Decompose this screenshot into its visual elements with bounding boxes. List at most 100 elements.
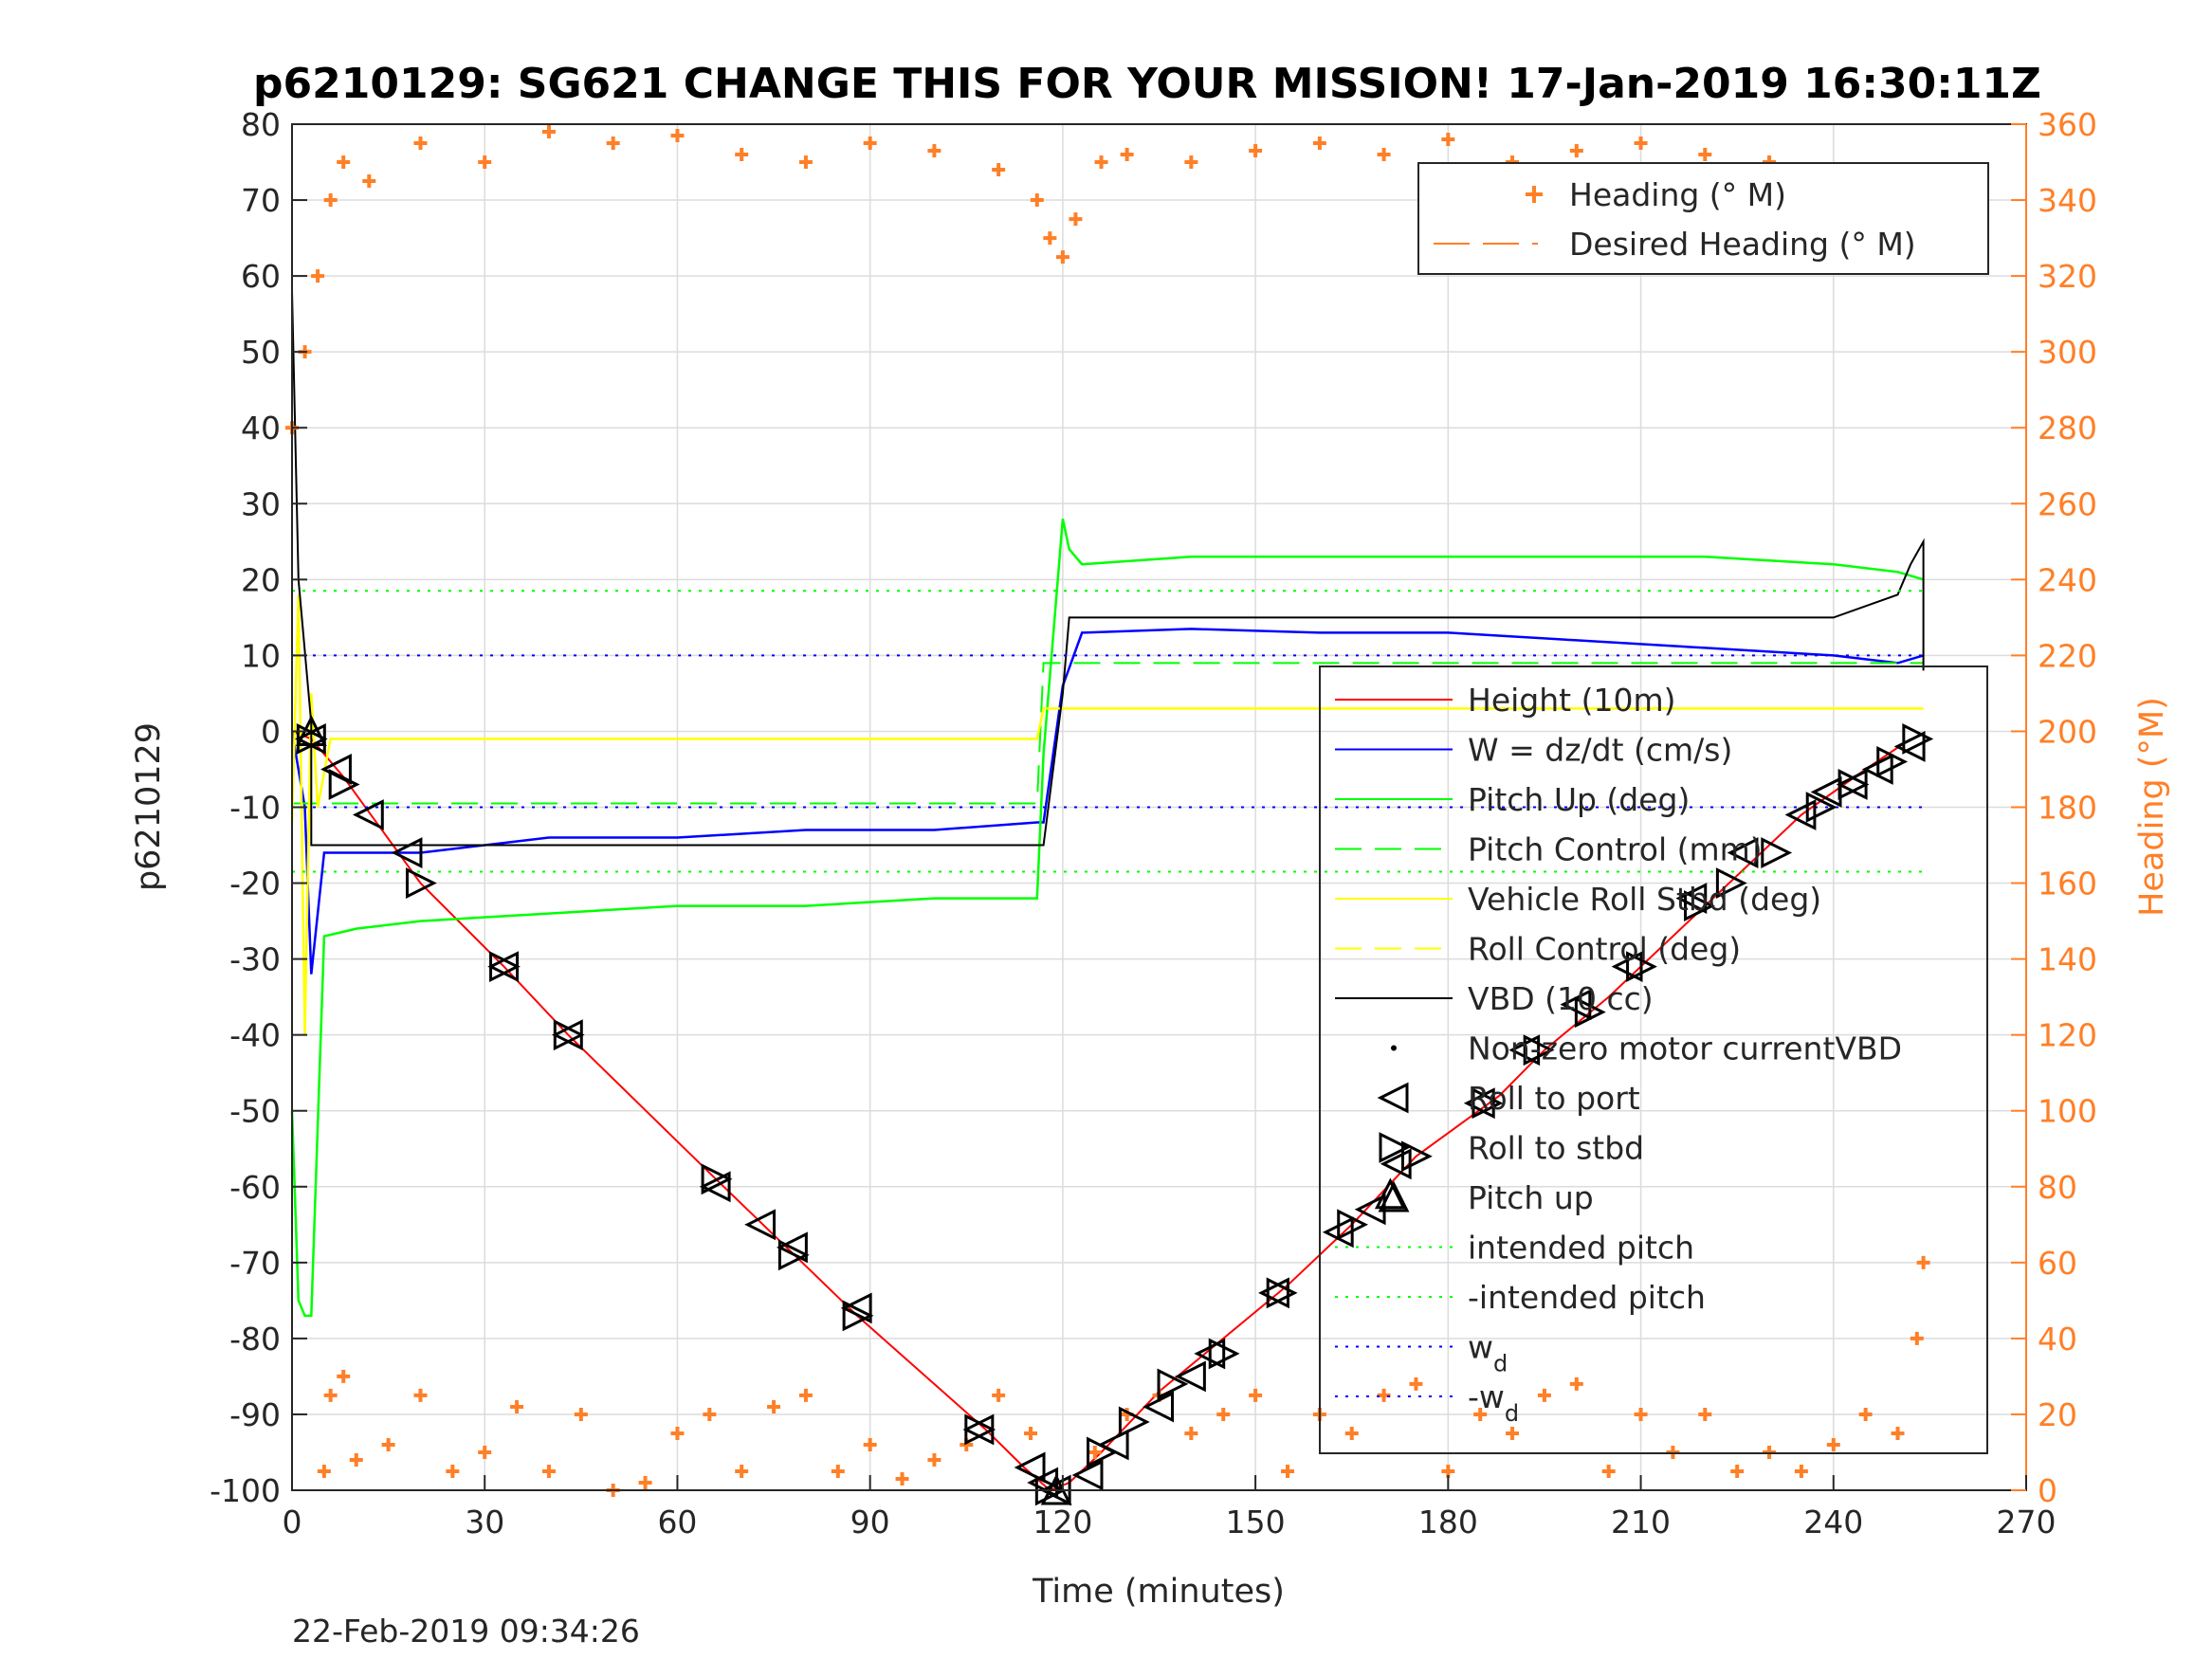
heading-point — [927, 144, 941, 158]
heading-point — [735, 148, 749, 162]
x-tick-label: 120 — [1033, 1504, 1092, 1540]
heading-point — [323, 1388, 338, 1402]
heading-point — [767, 1399, 781, 1413]
heading-point — [1569, 1376, 1583, 1391]
y-tick-label-left: -30 — [229, 941, 281, 978]
x-tick-label: 210 — [1611, 1504, 1671, 1540]
roll-to-port-marker — [699, 1171, 731, 1203]
roll-to-stbd-marker — [777, 1239, 810, 1271]
series-line-vbd-10-cc- — [291, 291, 1925, 847]
y-axis-label-right: Heading (°M) — [2133, 697, 2171, 917]
y-tick-label-left: 50 — [241, 334, 281, 371]
x-tick-label: 240 — [1803, 1504, 1863, 1540]
heading-point — [638, 1475, 652, 1489]
heading-point — [1216, 1407, 1231, 1421]
legend-sample-triangle — [1378, 1180, 1410, 1212]
heading-point — [1069, 212, 1083, 227]
roll-to-stbd-marker — [1472, 1087, 1504, 1120]
roll-to-port-marker — [1014, 1451, 1046, 1484]
x-tick-label: 180 — [1418, 1504, 1478, 1540]
legend-entry-label: VBD (10 cc) — [1468, 980, 1654, 1017]
heading-point — [1441, 133, 1455, 147]
heading-point — [574, 1407, 588, 1421]
y-tick-label-right: 280 — [2038, 410, 2097, 447]
roll-to-stbd-marker — [1761, 837, 1793, 868]
y-tick-label-right: 80 — [2038, 1169, 2077, 1206]
roll-to-port-marker — [744, 1209, 777, 1241]
roll-to-stbd-marker — [1837, 769, 1870, 800]
roll-to-stbd-marker — [1876, 746, 1909, 777]
y-tick-label-right: 320 — [2038, 258, 2097, 295]
legend-entry-subscript: d — [1505, 1400, 1519, 1427]
roll-to-port-marker — [1675, 883, 1708, 914]
y-tick-label-left: 70 — [241, 182, 281, 219]
roll-to-stbd-marker — [964, 1413, 996, 1446]
roll-to-port-marker — [391, 837, 423, 868]
legend-entry-label: Pitch Up (deg) — [1468, 781, 1690, 818]
legend-entry-label: Vehicle Roll Stbd (deg) — [1468, 881, 1821, 918]
roll-to-stbd-marker — [553, 1019, 585, 1051]
roll-to-port-marker — [352, 799, 384, 830]
y-tick-label-right: 240 — [2038, 561, 2097, 598]
axis-ticks: 0 30 60 90 120 150 180 210 240 270-100-90-80-70-6… — [210, 106, 2097, 1540]
heading-point — [1088, 1445, 1102, 1459]
roll-to-stbd-marker — [1157, 1368, 1189, 1400]
x-tick-label: 30 — [465, 1504, 504, 1540]
heading-point — [478, 1445, 492, 1459]
heading-point — [1537, 1388, 1551, 1402]
heading-point — [798, 1388, 813, 1402]
legend-entry-label: Roll to stbd — [1468, 1130, 1644, 1167]
heading-point — [1377, 148, 1391, 162]
y-tick-label-right: 120 — [2038, 1017, 2097, 1054]
heading-point — [478, 155, 492, 170]
heading-point — [1312, 137, 1326, 151]
roll-to-stbd-marker — [1118, 1406, 1150, 1438]
y-tick-label-right: 340 — [2038, 182, 2097, 219]
heading-point — [362, 174, 376, 189]
roll-to-stbd-marker — [842, 1300, 874, 1332]
heading-point — [927, 1452, 941, 1467]
pitch-up-marker — [1374, 1177, 1406, 1210]
roll-to-stbd-marker — [1337, 1209, 1369, 1241]
roll-to-port-marker — [1258, 1277, 1289, 1309]
roll-to-stbd-marker — [1523, 1034, 1555, 1066]
y-tick-label-left: -10 — [229, 790, 281, 827]
legend-main: Height (10m) W = dz/dt (cm/s) Pitch Up (de… — [1319, 665, 1988, 1454]
y-tick-label-right: 160 — [2038, 866, 2097, 902]
roll-to-stbd-marker — [1715, 867, 1747, 899]
heading-point — [311, 269, 325, 283]
roll-to-stbd-marker — [1626, 951, 1657, 983]
legend-heading: Heading (° M) Desired Heading (° M) — [1417, 162, 1989, 275]
heading-point — [992, 163, 1006, 177]
heading-point — [349, 1452, 363, 1467]
legend-entry-label: intended pitch — [1468, 1230, 1694, 1267]
heading-point — [381, 1437, 395, 1451]
y-tick-label-left: 60 — [241, 258, 281, 295]
heading-point — [510, 1399, 524, 1413]
heading-point — [1094, 155, 1108, 170]
legend-entry-label: Non-zero motor currentVBD — [1468, 1030, 1902, 1067]
legend-sample-triangle — [1377, 1082, 1409, 1114]
heading-point — [1601, 1464, 1616, 1478]
series-line-pitch-up-deg- — [290, 519, 1924, 1318]
y-tick-label-right: 180 — [2038, 790, 2097, 827]
y-tick-label-left: 10 — [241, 637, 281, 674]
roll-to-port-marker — [962, 1413, 995, 1446]
heading-point — [1184, 1426, 1198, 1440]
heading-point — [1730, 1464, 1745, 1478]
series-lines — [285, 125, 1930, 1497]
heading-point — [831, 1464, 845, 1478]
heading-point — [1280, 1464, 1294, 1478]
legend-entry-label: wd — [1468, 1329, 1508, 1377]
x-axis-label: Time (minutes) — [1032, 1573, 1285, 1611]
heading-point — [1249, 1388, 1263, 1402]
heading-point — [1763, 1445, 1777, 1459]
heading-point — [1916, 1255, 1930, 1269]
heading-point — [323, 193, 338, 208]
heading-point — [1910, 1331, 1924, 1345]
heading-point — [1858, 1407, 1873, 1421]
heading-point — [992, 1388, 1006, 1402]
y-tick-label-left: 80 — [241, 106, 281, 143]
heading-point — [1409, 1376, 1423, 1391]
legend-sample-dot — [1391, 1045, 1397, 1051]
